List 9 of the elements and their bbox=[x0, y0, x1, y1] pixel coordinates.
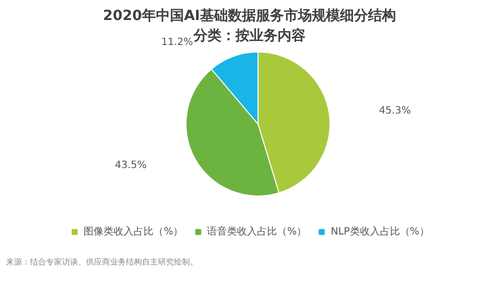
chart-title: 2020年中国AI基础数据服务市场规模细分结构 bbox=[102, 7, 396, 24]
legend-label: 图像类收入占比（%） bbox=[84, 226, 184, 238]
legend-label: NLP类收入占比（%） bbox=[330, 226, 430, 238]
data-label: 11.2% bbox=[161, 36, 194, 48]
source-note: 来源：结合专家访谈、供应商业务结构自主研究绘制。 bbox=[6, 258, 198, 266]
data-label: 45.3% bbox=[379, 106, 411, 117]
chart-subtitle: 分类：按业务内容 bbox=[192, 27, 306, 44]
legend-label: 语音类收入占比（%） bbox=[207, 226, 307, 238]
data-label: 43.5% bbox=[114, 160, 147, 172]
